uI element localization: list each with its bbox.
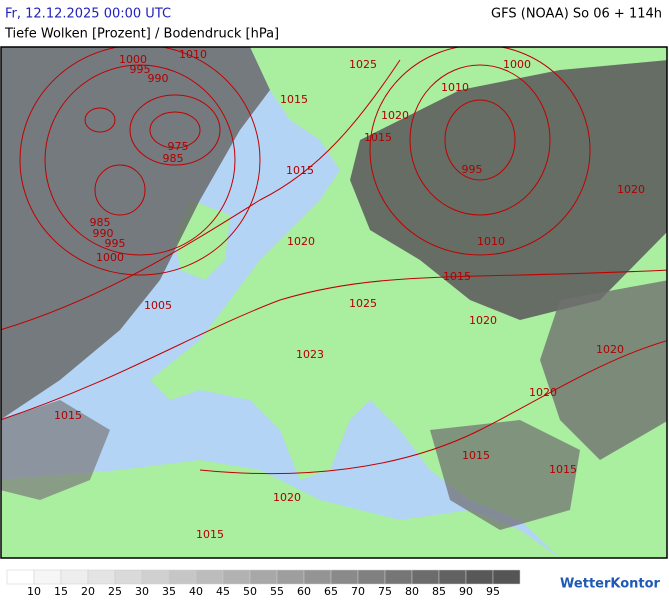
isobar-label: 1020: [287, 235, 315, 248]
cloud-east: [350, 60, 667, 320]
isobar-label: 1020: [273, 491, 301, 504]
legend-label: 90: [459, 585, 473, 598]
isobar-label: 985: [90, 216, 111, 229]
legend-swatch: [33, 569, 62, 585]
isobar-label: 1020: [469, 314, 497, 327]
isobar-label: 975: [168, 140, 189, 153]
isobar-label: 1010: [179, 48, 207, 61]
legend-label: 35: [162, 585, 176, 598]
isobar-label: 1005: [144, 299, 172, 312]
isobar-label: 1023: [296, 348, 324, 361]
isobar-label: 1015: [443, 270, 471, 283]
model-header: GFS (NOAA) So 06 + 114h: [491, 7, 662, 22]
legend-swatch: [465, 569, 494, 585]
legend-swatch: [168, 569, 197, 585]
legend-swatch: [357, 569, 386, 585]
isobar-label: 990: [148, 72, 169, 85]
legend-label: 10: [27, 585, 41, 598]
legend-label: 15: [54, 585, 68, 598]
isobar-label: 985: [163, 152, 184, 165]
cloud-levant: [430, 420, 580, 530]
legend-label: 60: [297, 585, 311, 598]
isobar-label: 1015: [280, 93, 308, 106]
isobar-label: 1020: [381, 109, 409, 122]
legend-swatch: [114, 569, 143, 585]
cloud-southeast: [540, 280, 667, 460]
legend-swatch: [492, 569, 521, 585]
legend-label: 45: [216, 585, 230, 598]
legend-label: 55: [270, 585, 284, 598]
isobar-label: 990: [93, 227, 114, 240]
legend-label: 65: [324, 585, 338, 598]
isobar-label: 995: [462, 163, 483, 176]
isobar-label: 1015: [286, 164, 314, 177]
legend-swatch: [141, 569, 170, 585]
legend-swatch: [195, 569, 224, 585]
logo: WetterKontor: [560, 577, 661, 592]
legend-label: 85: [432, 585, 446, 598]
isobar-label: 1020: [596, 343, 624, 356]
legend-swatch: [6, 569, 35, 585]
legend-label: 95: [486, 585, 500, 598]
isobar-label: 1015: [196, 528, 224, 541]
isobar-label: 995: [105, 237, 126, 250]
legend-swatch: [384, 569, 413, 585]
cloud-atlantic: [1, 47, 270, 420]
isobar-label: 1010: [477, 235, 505, 248]
legend-label: 30: [135, 585, 149, 598]
land-africa: [1, 460, 560, 558]
legend-swatch: [222, 569, 251, 585]
legend-label: 80: [405, 585, 419, 598]
isobar-label: 1015: [462, 449, 490, 462]
legend-swatch: [438, 569, 467, 585]
legend-label: 70: [351, 585, 365, 598]
legend-swatch: [249, 569, 278, 585]
legend-swatch: [330, 569, 359, 585]
isobar-label: 1015: [549, 463, 577, 476]
isobar-label: 1025: [349, 297, 377, 310]
isobar-label: 1000: [503, 58, 531, 71]
subtitle: Tiefe Wolken [Prozent] / Bodendruck [hPa…: [4, 27, 279, 42]
isobar-label: 1000: [119, 53, 147, 66]
legend-swatch: [87, 569, 116, 585]
map-border: [0, 46, 668, 559]
cloud-southwest: [1, 400, 110, 500]
isobar-label: 1020: [617, 183, 645, 196]
isobar-label: 1025: [349, 58, 377, 71]
legend-swatch: [60, 569, 89, 585]
legend-label: 25: [108, 585, 122, 598]
legend: 10 15 20 25 30 35 40 45 50 55 60 65 70 75 80 85 90 95: [6, 569, 521, 598]
legend-swatch: [411, 569, 440, 585]
legend-label: 20: [81, 585, 95, 598]
legend-label: 40: [189, 585, 203, 598]
isobar-label: 1020: [529, 386, 557, 399]
isobar-label: 1015: [364, 131, 392, 144]
isobars: [1, 47, 667, 475]
isobar-label: 1015: [54, 409, 82, 422]
isobar-label: 1000: [96, 251, 124, 264]
date-header: Fr, 12.12.2025 00:00 UTC: [5, 7, 171, 22]
legend-label: 50: [243, 585, 257, 598]
isobar-label: 1010: [441, 81, 469, 94]
legend-label: 75: [378, 585, 392, 598]
isobar-label: 995: [130, 63, 151, 76]
legend-swatch: [303, 569, 332, 585]
legend-swatch: [276, 569, 305, 585]
